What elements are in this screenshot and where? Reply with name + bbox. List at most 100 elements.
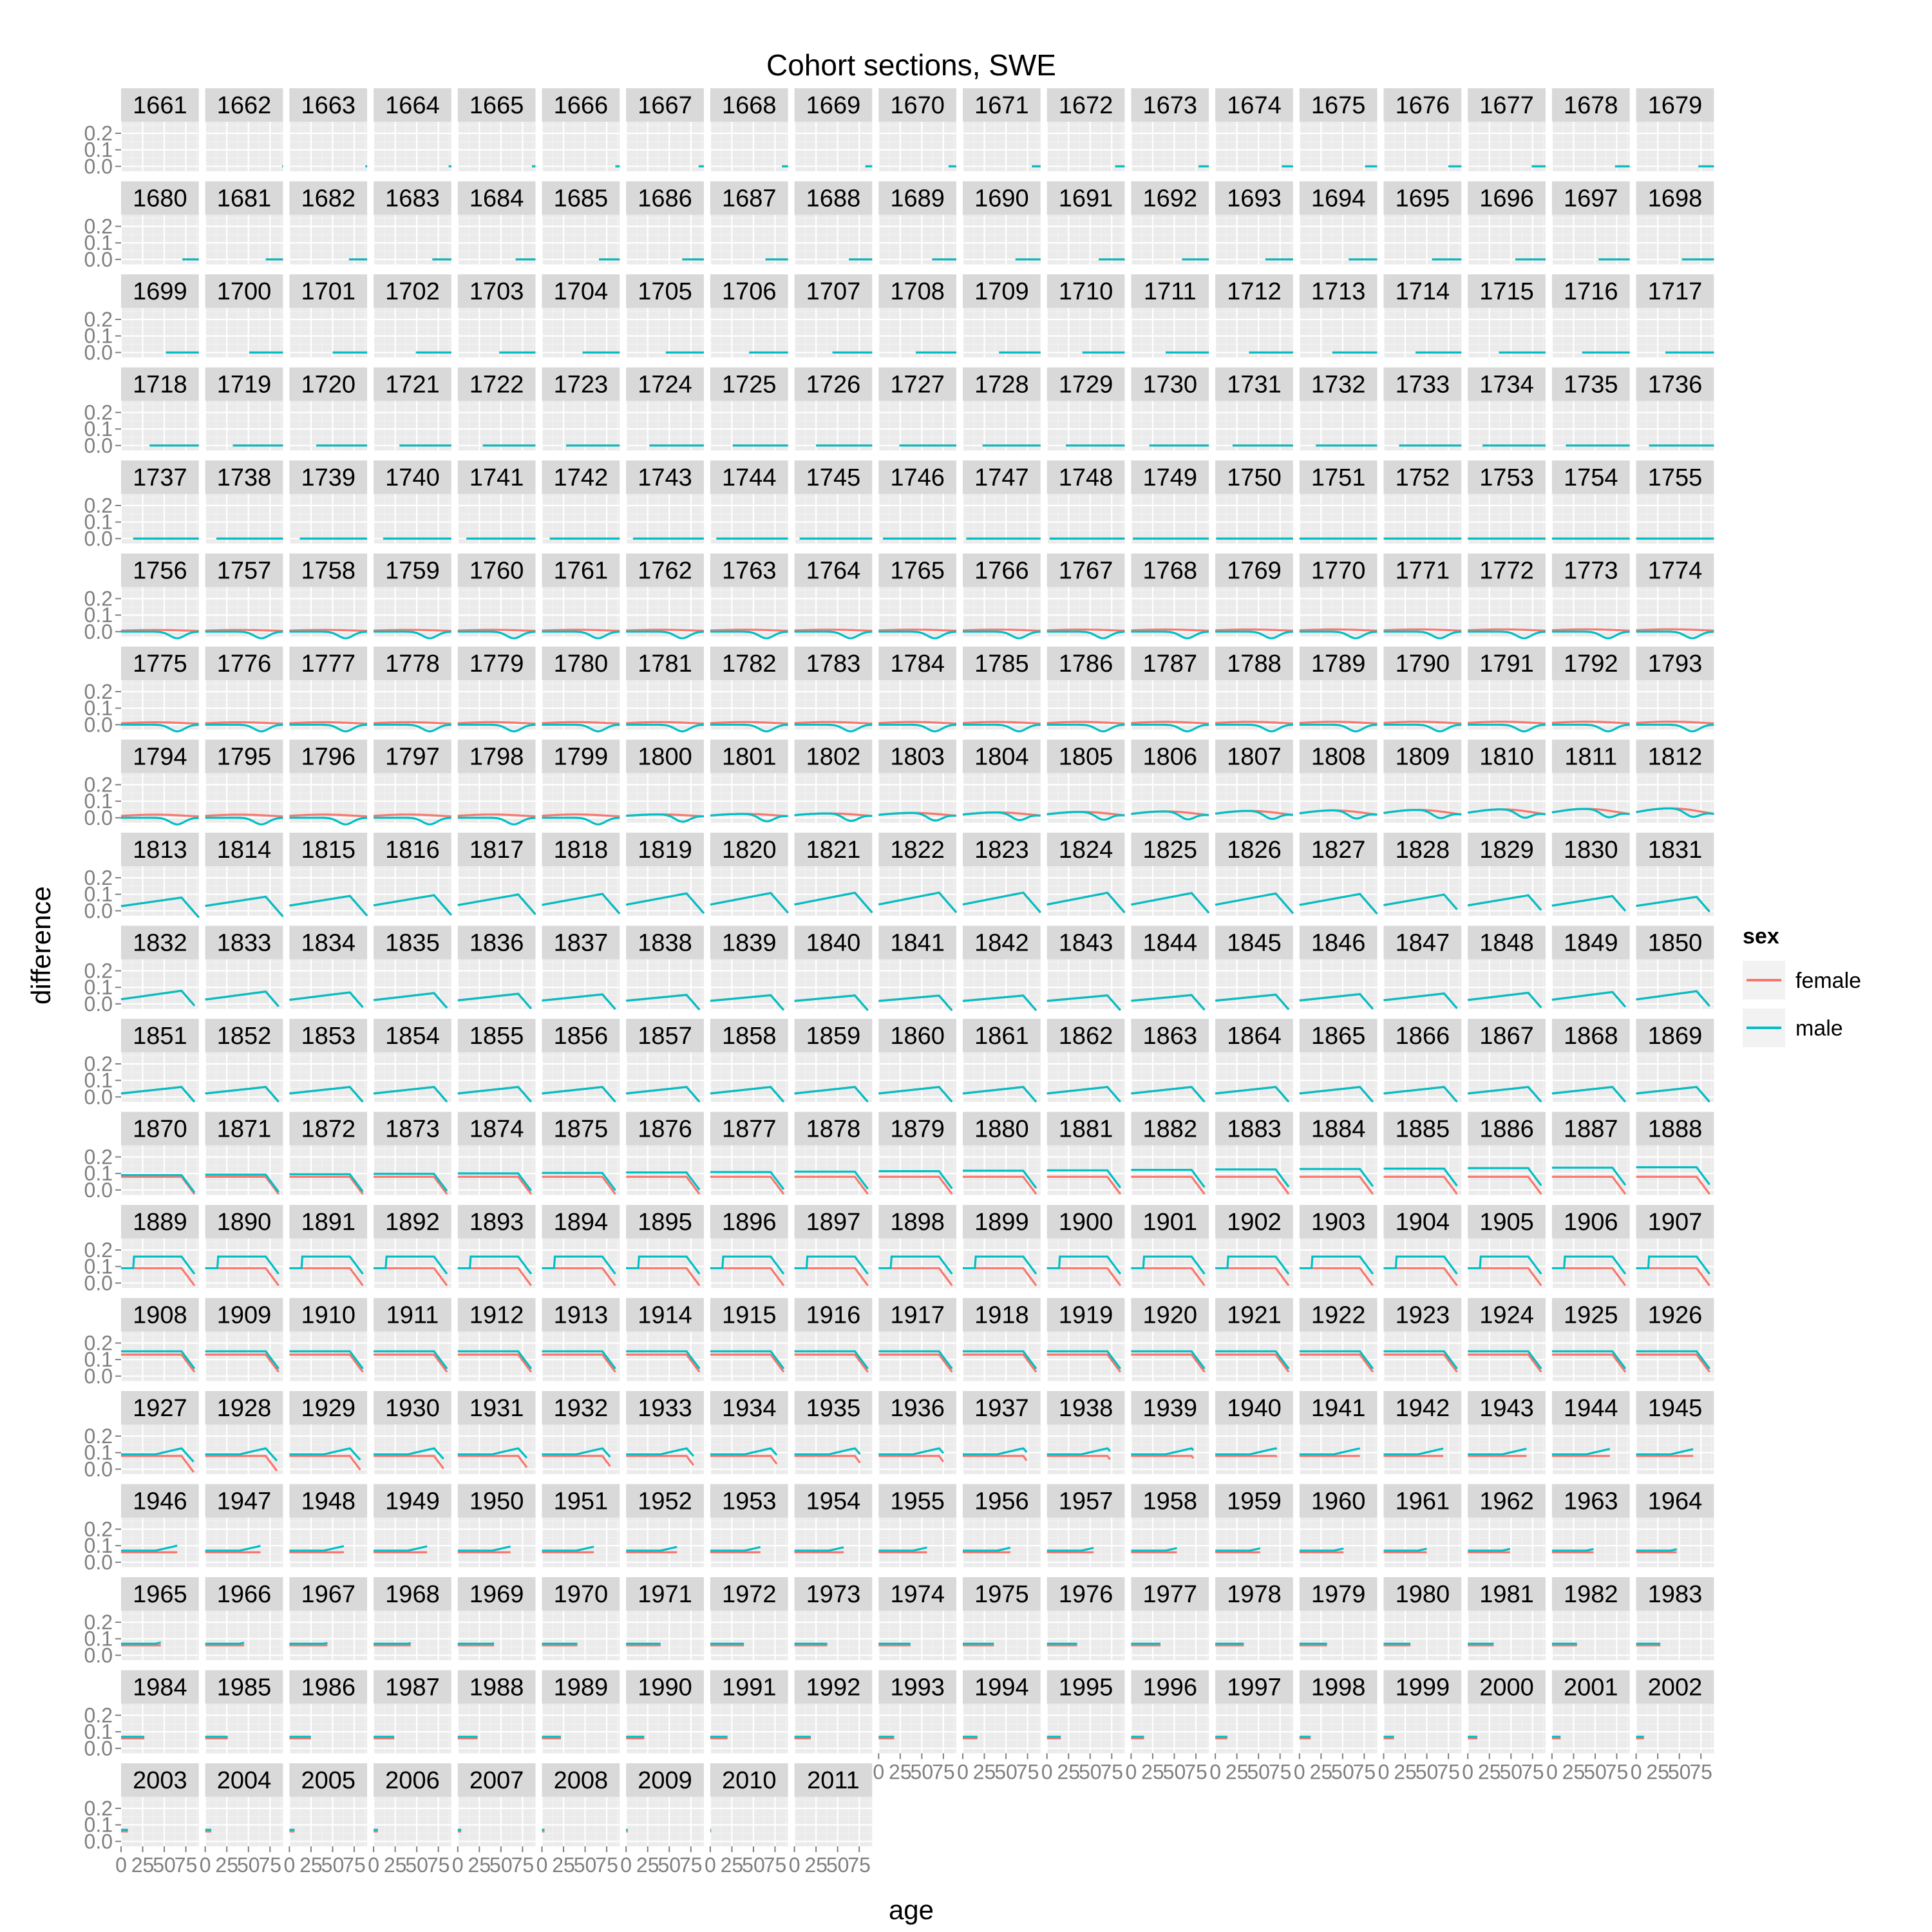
panel-background: [1299, 866, 1378, 916]
series-line-female: [289, 721, 368, 725]
facet-strip: [963, 739, 1041, 773]
facet-strip-label: 1856: [554, 1023, 609, 1050]
series-line-male: [794, 812, 873, 822]
facet-strip-label: 1714: [1396, 278, 1450, 305]
series-line-male: [1046, 811, 1125, 821]
facet-panel: 1739: [289, 460, 368, 544]
facet-panel: 1831: [1635, 833, 1714, 916]
panel-background: [1215, 494, 1293, 544]
facet-panel: 1727: [878, 367, 956, 451]
facet-strip-label: 1670: [890, 92, 945, 119]
series-line-male: [878, 723, 957, 733]
facet-panel: 1869: [1635, 1019, 1714, 1103]
facet-panel: 1873: [372, 1112, 451, 1195]
facet-strip-label: 1765: [890, 558, 945, 585]
series-line-male: [1046, 723, 1125, 733]
facet-strip: [1468, 739, 1546, 773]
facet-strip: [1383, 274, 1462, 308]
panel-background: [878, 214, 956, 265]
facet-strip-label: 1770: [1311, 558, 1366, 585]
facet-strip-label: 1761: [554, 558, 609, 585]
facet-panel: 1721: [372, 367, 451, 451]
facet-panel: 1784: [878, 647, 957, 733]
facet-strip-label: 1721: [385, 372, 440, 399]
facet-strip: [121, 460, 199, 494]
facet-panel: 1786: [1046, 647, 1125, 733]
panel-background: [1636, 959, 1714, 1009]
facet-panel: 1667: [625, 88, 704, 171]
series-line-female: [373, 721, 451, 725]
facet-strip-label: 1745: [806, 464, 861, 491]
facet-strip-label: 1730: [1142, 372, 1197, 399]
facet-strip: [289, 739, 368, 773]
facet-panel: 1691: [1046, 181, 1125, 265]
series-line-male: [963, 723, 1041, 733]
facet-panel: 1722: [457, 367, 536, 451]
facet-panel: 1703: [457, 274, 536, 357]
facet-strip-label: 1685: [554, 185, 609, 213]
facet-strip-label: 1783: [806, 650, 861, 677]
facet-panel: 1881: [1046, 1112, 1125, 1195]
facet-panel: 1860: [878, 1019, 956, 1103]
facet-panel: 1672: [1046, 88, 1125, 171]
facet-strip-label: 1852: [217, 1023, 272, 1050]
panel-background: [1468, 401, 1546, 451]
facet-panel: 1778: [372, 647, 451, 733]
facet-strip: [1551, 553, 1630, 587]
facet-strip-label: 1882: [1142, 1116, 1197, 1143]
facet-panel: 1829: [1467, 833, 1546, 916]
panel-background: [1468, 959, 1546, 1009]
facet-panel: 1692: [1130, 181, 1209, 265]
y-tick-label: 0.1: [84, 417, 113, 440]
facet-strip-label: 1815: [301, 837, 355, 864]
series-line-male: [626, 630, 705, 639]
facet-panel: 1708: [878, 274, 956, 357]
facet-panel: 1677: [1467, 88, 1546, 171]
facet-strip: [1551, 88, 1630, 122]
y-tick-label: 0.2: [84, 308, 113, 331]
y-tick-label: 0.1: [84, 976, 113, 999]
facet-strip: [374, 460, 451, 494]
series-line-female: [373, 813, 451, 818]
series-line-male: [794, 891, 873, 914]
y-tick-label: 0.2: [84, 959, 113, 982]
facet-panel: 1826: [1214, 833, 1294, 916]
facet-strip: [878, 553, 956, 587]
facet-strip-label: 1728: [974, 372, 1029, 399]
facet-strip: [1299, 647, 1378, 680]
series-line-female: [626, 721, 705, 725]
facet-strip-label: 1889: [133, 1209, 187, 1236]
facet-panel: 1803: [878, 739, 957, 823]
facet-strip: [1636, 833, 1714, 866]
facet-panel: 1748: [1046, 460, 1125, 544]
facet-strip-label: 1864: [1227, 1023, 1282, 1050]
y-tick-label: 0.2: [84, 401, 113, 424]
facet-panel: 1726: [793, 367, 873, 451]
facet-strip: [1299, 367, 1378, 401]
facet-strip: [1299, 274, 1378, 308]
facet-strip: [794, 739, 873, 773]
panel-background: [963, 308, 1041, 357]
facet-strip-label: 1687: [722, 185, 777, 213]
facet-strip-label: 1661: [133, 92, 187, 119]
panel-background: [1299, 122, 1378, 171]
panel-background: [1551, 308, 1630, 357]
facet-panel: 1859: [793, 1019, 873, 1103]
facet-panel: 1820: [709, 833, 789, 916]
panel-background: [457, 401, 536, 451]
facet-panel: 1663: [289, 88, 368, 171]
series-line-female: [373, 629, 451, 632]
y-tick-label: 0.0: [84, 341, 113, 364]
facet-panel: 1756 0.00.10.2: [84, 553, 199, 643]
series-line-female: [794, 629, 873, 632]
facet-strip-label: 1724: [638, 372, 692, 399]
panel-background: [1468, 122, 1546, 171]
facet-strip: [1383, 460, 1462, 494]
facet-panel: 1899: [961, 1205, 1041, 1288]
panel-background: [1383, 122, 1462, 171]
facet-strip: [1383, 739, 1462, 773]
facet-panel: 1903: [1298, 1205, 1378, 1288]
facet-strip-label: 1862: [1059, 1023, 1113, 1050]
facet-strip-label: 1779: [469, 650, 524, 677]
series-line-male: [1215, 630, 1293, 639]
